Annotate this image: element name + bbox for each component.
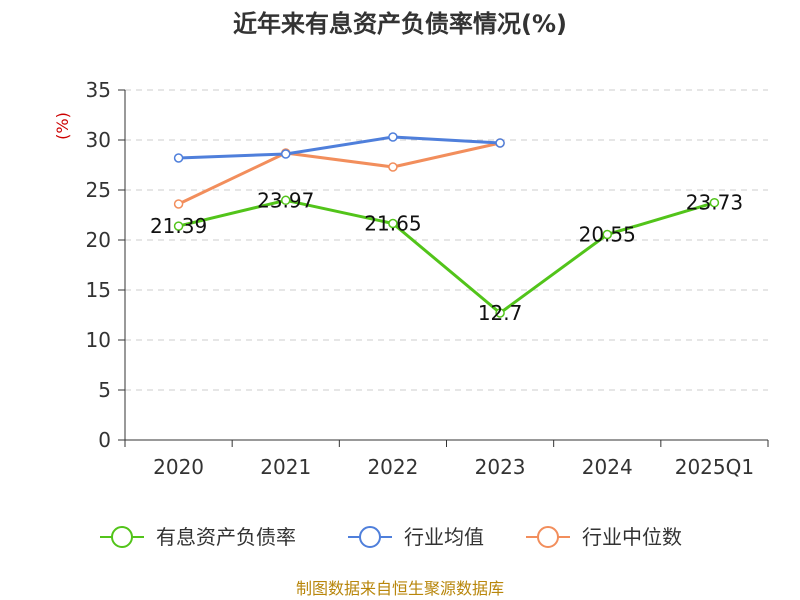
- legend-item[interactable]: 行业均值: [348, 525, 484, 549]
- data-point: [173, 221, 184, 231]
- x-tick-label: 2022: [367, 455, 418, 479]
- legend-item[interactable]: 有息资产负债率: [100, 525, 296, 549]
- series-line: [178, 135, 501, 160]
- legend-label: 有息资产负债率: [156, 525, 296, 549]
- data-point: [173, 153, 184, 163]
- data-label: 21.39: [150, 214, 207, 238]
- data-point: [388, 218, 398, 229]
- data-point: [495, 308, 505, 318]
- data-point: [495, 138, 505, 148]
- legend-label: 行业均值: [404, 525, 484, 549]
- x-tick-label: 2021: [260, 455, 311, 479]
- x-tick-label: 2025Q1: [675, 455, 754, 479]
- data-label: 12.7: [478, 301, 523, 325]
- y-tick-label: 30: [86, 128, 111, 152]
- data-point: [388, 162, 398, 172]
- y-tick-label: 15: [86, 278, 111, 302]
- data-point: [602, 229, 612, 240]
- y-tick-label: 5: [98, 378, 111, 402]
- data-labels: 21.39 23.97 21.65 12.7 20.55 23.73: [150, 188, 743, 325]
- legend-label: 行业中位数: [582, 525, 682, 549]
- data-label: 21.65: [364, 212, 421, 236]
- data-point: [281, 149, 291, 159]
- axes: 0 5 10 15 20 25 30 35 2020 2021 2022 2023 2024 2025Q1: [86, 78, 769, 479]
- data-point: [281, 195, 291, 206]
- x-tick-label: 2020: [153, 455, 204, 479]
- y-tick-label: 25: [86, 178, 111, 202]
- y-axis-unit: (%): [53, 112, 72, 140]
- legend-item[interactable]: 行业中位数: [526, 525, 682, 549]
- data-label: 23.97: [257, 188, 314, 212]
- y-tick-label: 10: [86, 328, 111, 352]
- series-line: [177, 141, 501, 206]
- legend-marker-icon: [111, 526, 133, 548]
- y-tick-label: 0: [98, 428, 111, 452]
- legend[interactable]: 有息资产负债率 行业均值 行业中位数: [100, 525, 682, 549]
- x-tick-label: 2024: [582, 455, 633, 479]
- source-note: 制图数据来自恒生聚源数据库: [296, 579, 504, 598]
- y-tick-label: 35: [86, 78, 111, 102]
- data-label: 20.55: [579, 223, 636, 247]
- x-tick-label: 2023: [475, 455, 526, 479]
- data-point: [388, 132, 398, 142]
- series-line: [178, 198, 715, 315]
- legend-marker-icon: [359, 526, 381, 548]
- chart-title: 近年来有息资产负债率情况(%): [233, 10, 567, 38]
- grid: [125, 89, 768, 391]
- legend-marker-icon: [537, 526, 559, 548]
- data-point: [709, 197, 720, 208]
- data-label: 23.73: [686, 191, 743, 215]
- y-tick-label: 20: [86, 228, 111, 252]
- data-point: [173, 199, 184, 209]
- series: [173, 132, 720, 318]
